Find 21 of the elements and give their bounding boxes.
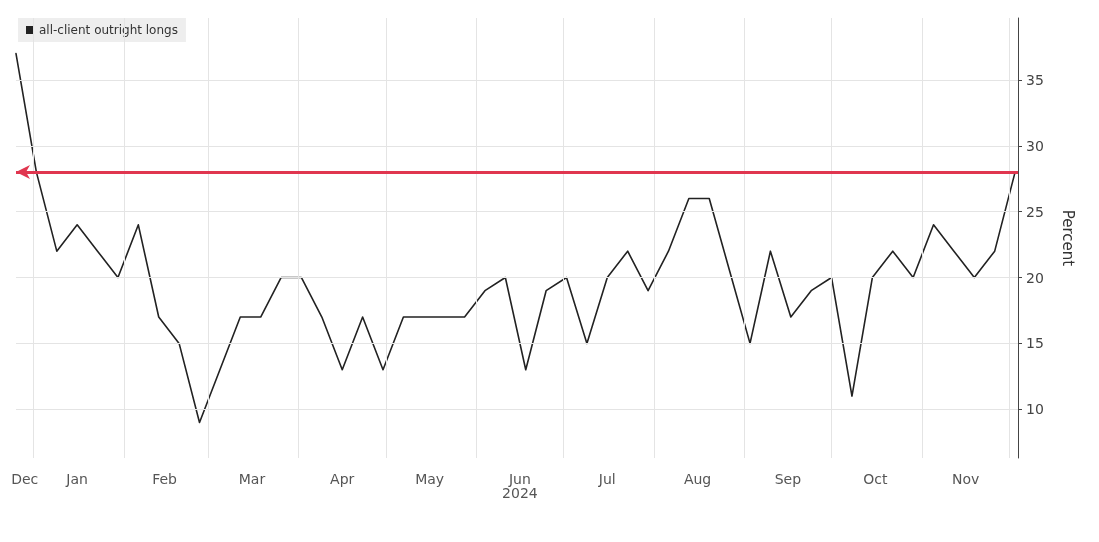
x-tick-label: Sep <box>774 471 802 487</box>
x-tick-label: Jun 2024 <box>502 471 538 501</box>
y-tick-label: 30 <box>1026 137 1044 154</box>
x-tick-label: Feb <box>152 471 178 487</box>
x-tick-label: Apr <box>330 471 355 487</box>
y-tick-label: 10 <box>1026 401 1044 418</box>
y-tick-label: 25 <box>1026 203 1044 220</box>
x-tick-label: Jul <box>597 471 616 487</box>
x-tick-label: Nov <box>951 471 980 487</box>
x-tick-label: Dec <box>11 471 39 487</box>
y-tick-label: 35 <box>1026 71 1044 88</box>
y-tick-label: 20 <box>1026 269 1044 286</box>
y-tick-label: 15 <box>1026 335 1044 352</box>
x-tick-label: Oct <box>863 471 888 487</box>
line-series <box>15 52 1016 424</box>
x-tick-label: Mar <box>238 471 266 487</box>
legend-label: all-client outright longs <box>39 23 178 37</box>
x-tick-label: Aug <box>683 471 712 487</box>
x-tick-label: Jan <box>65 471 88 487</box>
y-axis-title: Percent <box>1058 209 1077 267</box>
x-tick-label: May <box>415 471 445 487</box>
